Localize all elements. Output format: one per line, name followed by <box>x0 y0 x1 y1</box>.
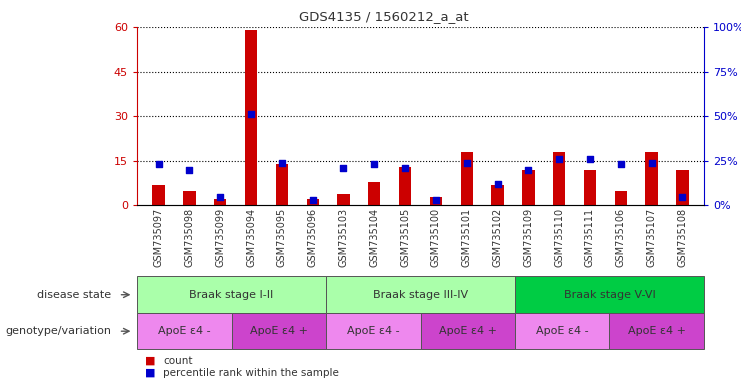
Bar <box>245 30 257 205</box>
Text: percentile rank within the sample: percentile rank within the sample <box>163 367 339 377</box>
Point <box>584 156 596 162</box>
Text: ■: ■ <box>144 367 155 377</box>
Bar <box>614 190 627 205</box>
Bar <box>491 185 504 205</box>
Point <box>245 111 257 118</box>
Bar <box>214 200 227 205</box>
Point <box>430 197 442 203</box>
Point <box>307 197 319 203</box>
Text: ApoE ε4 +: ApoE ε4 + <box>439 326 496 336</box>
Text: ApoE ε4 -: ApoE ε4 - <box>158 326 210 336</box>
Point <box>338 165 350 171</box>
Bar <box>553 152 565 205</box>
Bar <box>645 152 658 205</box>
Bar <box>153 185 165 205</box>
Bar <box>584 170 596 205</box>
Text: count: count <box>163 356 193 366</box>
Text: ApoE ε4 -: ApoE ε4 - <box>347 326 399 336</box>
Point <box>615 161 627 167</box>
Point <box>184 167 196 173</box>
Bar <box>307 200 319 205</box>
Point <box>214 194 226 200</box>
Text: ApoE ε4 -: ApoE ε4 - <box>536 326 588 336</box>
Text: genotype/variation: genotype/variation <box>5 326 111 336</box>
Point <box>491 181 503 187</box>
Bar <box>399 167 411 205</box>
Text: Braak stage III-IV: Braak stage III-IV <box>373 290 468 300</box>
Bar <box>337 194 350 205</box>
Point <box>461 159 473 166</box>
Text: ApoE ε4 +: ApoE ε4 + <box>250 326 308 336</box>
Point <box>677 194 688 200</box>
Bar <box>430 197 442 205</box>
Point <box>554 156 565 162</box>
Bar <box>368 182 380 205</box>
Point <box>645 159 657 166</box>
Point <box>153 161 165 167</box>
Point <box>368 161 380 167</box>
Point <box>522 167 534 173</box>
Text: Braak stage V-VI: Braak stage V-VI <box>564 290 655 300</box>
Bar <box>461 152 473 205</box>
Text: GDS4135 / 1560212_a_at: GDS4135 / 1560212_a_at <box>299 10 468 23</box>
Text: Braak stage I-II: Braak stage I-II <box>190 290 273 300</box>
Point <box>399 165 411 171</box>
Bar <box>183 190 196 205</box>
Text: disease state: disease state <box>37 290 111 300</box>
Text: ■: ■ <box>144 356 155 366</box>
Point <box>276 159 288 166</box>
Text: ApoE ε4 +: ApoE ε4 + <box>628 326 685 336</box>
Bar <box>522 170 534 205</box>
Bar <box>677 170 688 205</box>
Bar <box>276 164 288 205</box>
